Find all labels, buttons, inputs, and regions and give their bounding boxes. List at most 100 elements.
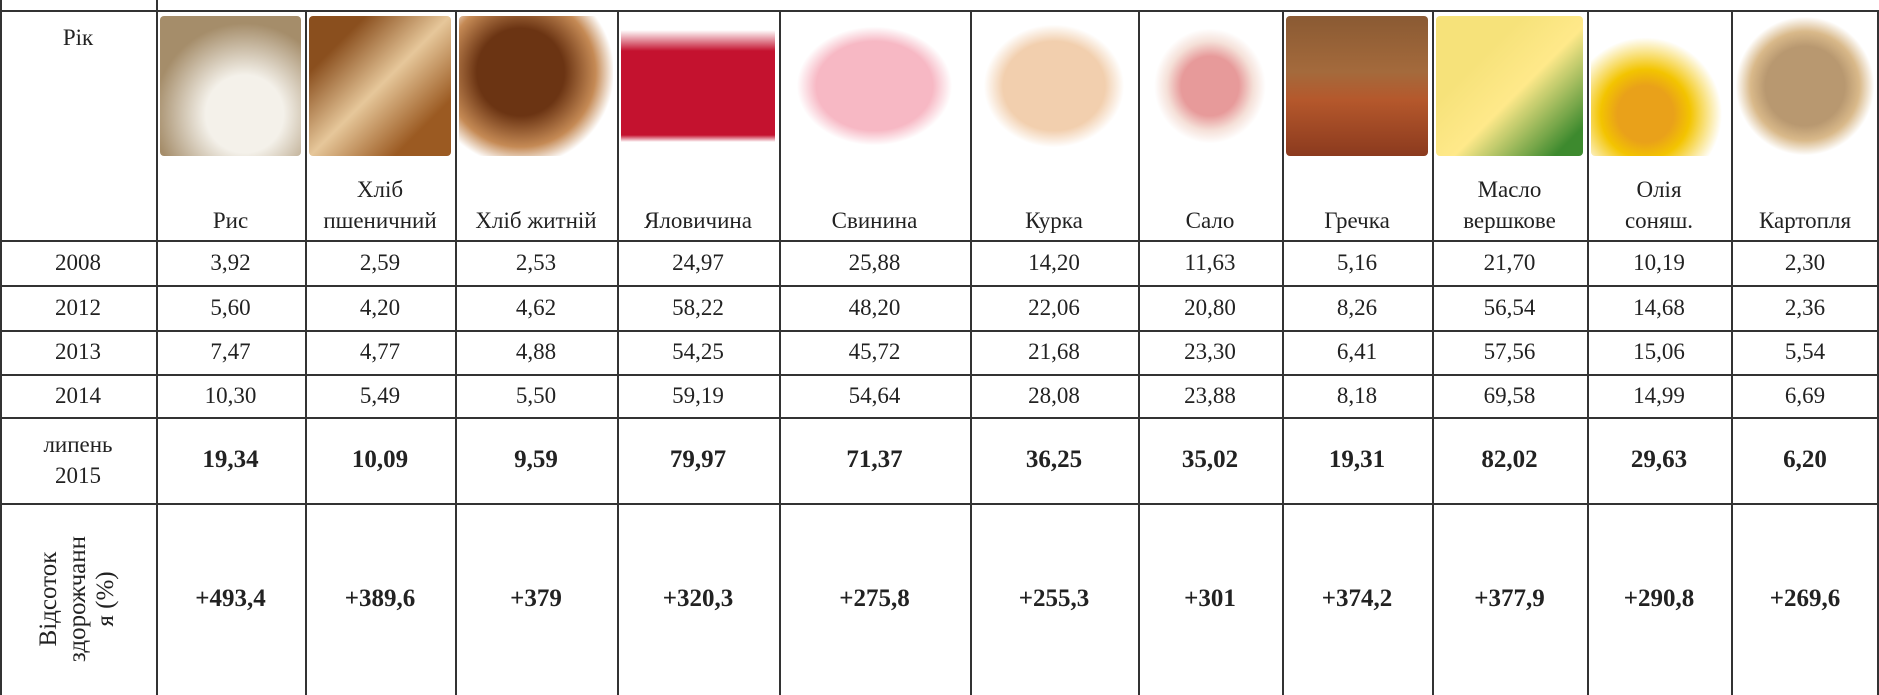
cell-text: 54,25 — [672, 336, 724, 367]
cell-text: здорожчанн — [64, 536, 93, 662]
price-cell: 59,19 — [617, 374, 779, 417]
price-cell: 58,22 — [617, 285, 779, 330]
cell-text: 2,59 — [360, 247, 400, 278]
cell-text: 58,22 — [672, 292, 724, 323]
cell-text: 7,47 — [210, 336, 250, 367]
product-name: Хліб житній — [455, 160, 617, 240]
price-cell: 6,41 — [1282, 330, 1432, 374]
price-cell: 5,50 — [455, 374, 617, 417]
cell-text: Яловичина — [644, 205, 752, 236]
percent-cell: +379 — [455, 503, 617, 695]
cell-text: 69,58 — [1484, 380, 1536, 411]
cell-text: +389,6 — [345, 582, 416, 616]
product-name: Сало — [1138, 160, 1282, 240]
price-cell: 7,47 — [156, 330, 305, 374]
cell-text: +269,6 — [1770, 582, 1841, 616]
cell-text: 10,09 — [352, 443, 408, 477]
cell-text: 4,77 — [360, 336, 400, 367]
product-name: Курка — [970, 160, 1138, 240]
price-cell: 4,62 — [455, 285, 617, 330]
cell-text: пшеничний — [323, 205, 436, 236]
cell-text: 4,20 — [360, 292, 400, 323]
cell-text: 71,37 — [846, 443, 902, 477]
cell-text: 24,97 — [672, 247, 724, 278]
cell-text: 19,34 — [202, 443, 258, 477]
percent-cell: +255,3 — [970, 503, 1138, 695]
cell-text: Гречка — [1324, 205, 1390, 236]
price-cell: 2,30 — [1731, 240, 1879, 285]
cell-text: 2013 — [55, 336, 101, 367]
cell-text: Сало — [1186, 205, 1235, 236]
cell-text: 2,36 — [1785, 292, 1825, 323]
cell-text: 54,64 — [849, 380, 901, 411]
price-cell: 23,30 — [1138, 330, 1282, 374]
price-cell: 57,56 — [1432, 330, 1587, 374]
percent-cell: +301 — [1138, 503, 1282, 695]
price-cell: 54,64 — [779, 374, 970, 417]
cell-text: +493,4 — [195, 582, 266, 616]
cell-text: 19,31 — [1329, 443, 1385, 477]
price-cell: 5,16 — [1282, 240, 1432, 285]
price-cell: 4,88 — [455, 330, 617, 374]
price-cell: 2,36 — [1731, 285, 1879, 330]
price-cell: 21,70 — [1432, 240, 1587, 285]
price-cell: 48,20 — [779, 285, 970, 330]
product-name: Картопля — [1731, 160, 1879, 240]
cell-text: 14,68 — [1633, 292, 1685, 323]
price-cell: 6,69 — [1731, 374, 1879, 417]
price-cell: 4,77 — [305, 330, 455, 374]
cell-text: 2,53 — [516, 247, 556, 278]
price-cell: 3,92 — [156, 240, 305, 285]
cell-text: 22,06 — [1028, 292, 1080, 323]
cell-text: 4,88 — [516, 336, 556, 367]
cell-text: +320,3 — [663, 582, 734, 616]
price-cell: 25,88 — [779, 240, 970, 285]
price-cell: 8,26 — [1282, 285, 1432, 330]
price-cell: 22,06 — [970, 285, 1138, 330]
cell-text: Курка — [1025, 205, 1083, 236]
row-label: 2013 — [0, 330, 156, 374]
price-cell: 29,63 — [1587, 417, 1731, 503]
cell-text: 23,88 — [1184, 380, 1236, 411]
cell-text: 14,99 — [1633, 380, 1685, 411]
price-cell: 21,68 — [970, 330, 1138, 374]
cell-text: Хліб житній — [475, 205, 596, 236]
cell-text: 9,59 — [514, 443, 558, 477]
product-image — [974, 16, 1134, 156]
row-label: липень2015 — [0, 417, 156, 503]
table-page: РікРисХлібпшеничнийХліб житнійЯловичинаС… — [0, 0, 1879, 695]
cell-text: +377,9 — [1474, 582, 1545, 616]
price-cell: 71,37 — [779, 417, 970, 503]
price-cell: 2,59 — [305, 240, 455, 285]
cell-text: 14,20 — [1028, 247, 1080, 278]
cell-text: 10,19 — [1633, 247, 1685, 278]
cell-text: 5,54 — [1785, 336, 1825, 367]
price-cell: 19,34 — [156, 417, 305, 503]
cell-text: 10,30 — [205, 380, 257, 411]
price-cell: 9,59 — [455, 417, 617, 503]
row-label: 2008 — [0, 240, 156, 285]
price-cell: 56,54 — [1432, 285, 1587, 330]
cell-text: 5,16 — [1337, 247, 1377, 278]
price-cell: 14,99 — [1587, 374, 1731, 417]
cell-text: +374,2 — [1322, 582, 1393, 616]
price-cell: 23,88 — [1138, 374, 1282, 417]
cell-text: +290,8 — [1624, 582, 1695, 616]
cell-text: 36,25 — [1026, 443, 1082, 477]
cell-text: +255,3 — [1019, 582, 1090, 616]
cell-text: 57,56 — [1484, 336, 1536, 367]
price-cell: 35,02 — [1138, 417, 1282, 503]
row-label: 2014 — [0, 374, 156, 417]
cell-text: 56,54 — [1484, 292, 1536, 323]
product-name: Свинина — [779, 160, 970, 240]
price-cell: 45,72 — [779, 330, 970, 374]
price-cell: 10,19 — [1587, 240, 1731, 285]
cell-text: Свинина — [832, 205, 918, 236]
cell-text: Відсоток — [35, 552, 64, 647]
cell-text: липень — [43, 429, 112, 460]
grid-line-h — [0, 10, 1879, 12]
cell-text: Масло — [1478, 174, 1542, 205]
price-cell: 11,63 — [1138, 240, 1282, 285]
price-cell: 4,20 — [305, 285, 455, 330]
